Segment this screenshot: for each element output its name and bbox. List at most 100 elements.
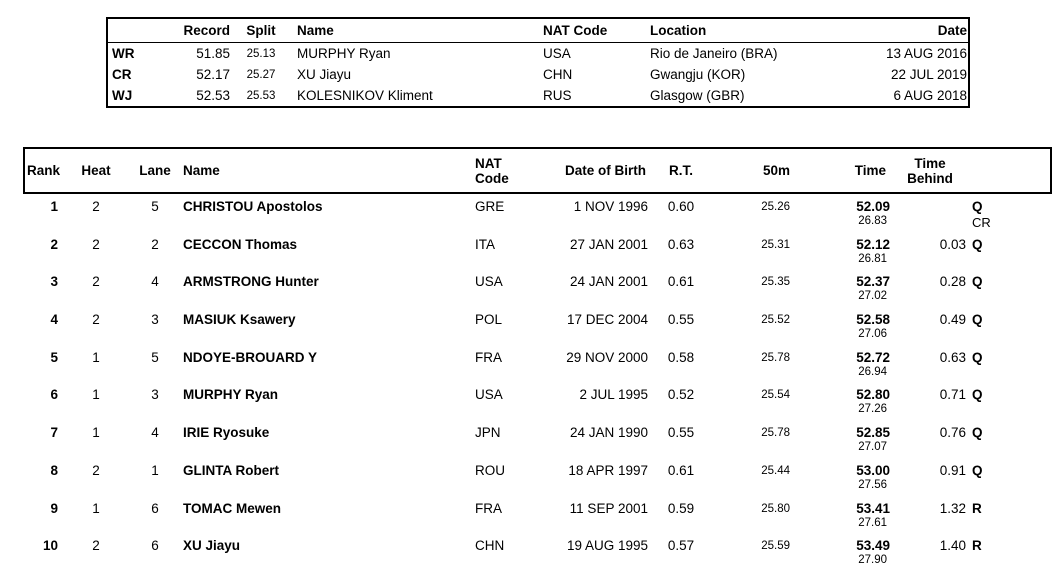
reaction-time-cell: 0.58 bbox=[667, 349, 695, 365]
rank-cell: 9 bbox=[50, 500, 58, 516]
lane-cell: 2 bbox=[151, 236, 159, 252]
final-time-cell: 53.41 27.61 bbox=[792, 496, 892, 534]
result-row: 6 1 3 MURPHY Ryan USA 2 JUL 1995 0.52 25… bbox=[25, 382, 1052, 420]
second-50m-split: 27.26 bbox=[858, 403, 887, 416]
second-50m-split: 26.94 bbox=[858, 365, 887, 378]
records-header-nat-code: NAT Code bbox=[543, 23, 608, 38]
date-of-birth-cell: 24 JAN 1990 bbox=[569, 425, 648, 441]
swimmer-name-cell: XU Jiayu bbox=[183, 538, 241, 554]
record-code-cell: WR bbox=[112, 46, 135, 61]
results-header-qualification bbox=[968, 149, 1050, 192]
rank-cell: 2 bbox=[50, 236, 58, 252]
nat-header-line2: Code bbox=[475, 170, 509, 186]
record-nat-cell: RUS bbox=[543, 88, 572, 103]
records-body: WR 51.85 25.13 MURPHY Ryan USA Rio de Ja… bbox=[108, 43, 968, 106]
result-row: 8 2 1 GLINTA Robert ROU 18 APR 1997 0.61… bbox=[25, 458, 1052, 496]
qualification-letter: Q bbox=[972, 387, 983, 403]
lane-cell: 3 bbox=[151, 387, 159, 403]
swimmer-name-cell: TOMAC Mewen bbox=[183, 500, 282, 516]
lane-cell: 6 bbox=[151, 500, 159, 516]
result-row: 4 2 3 MASIUK Ksawery POL 17 DEC 2004 0.5… bbox=[25, 307, 1052, 345]
time-behind-cell: 1.32 bbox=[939, 500, 966, 516]
swimmer-name-cell: MURPHY Ryan bbox=[183, 387, 279, 403]
results-header-time: Time bbox=[854, 163, 886, 178]
reaction-time-cell: 0.57 bbox=[667, 538, 695, 554]
reaction-time-cell: 0.52 bbox=[667, 387, 695, 403]
second-50m-split: 27.61 bbox=[858, 516, 887, 529]
result-row: 2 2 2 CECCON Thomas ITA 27 JAN 2001 0.63… bbox=[25, 232, 1052, 270]
50m-split-cell: 25.52 bbox=[761, 314, 790, 327]
qualification-letter: Q bbox=[972, 312, 983, 328]
lane-cell: 6 bbox=[151, 538, 159, 554]
final-time-value: 52.12 bbox=[856, 236, 890, 252]
results-header-date-of-birth: Date of Birth bbox=[565, 163, 646, 178]
records-table: Record Split Name NAT Code Location Date… bbox=[106, 17, 970, 108]
reaction-time-cell: 0.63 bbox=[667, 236, 695, 252]
behind-header-line2: Behind bbox=[907, 170, 953, 186]
date-of-birth-cell: 2 JUL 1995 bbox=[579, 387, 648, 403]
heat-cell: 1 bbox=[92, 425, 100, 441]
swimmer-name-cell: CHRISTOU Apostolos bbox=[183, 199, 323, 214]
record-date-cell: 22 JUL 2019 bbox=[890, 67, 967, 82]
qualification-cell: Q CR bbox=[968, 194, 1050, 232]
record-name-cell: MURPHY Ryan bbox=[297, 46, 391, 61]
lane-cell: 5 bbox=[151, 349, 159, 365]
final-time-cell: 52.80 27.26 bbox=[792, 382, 892, 420]
nat-code-cell: GRE bbox=[475, 199, 505, 214]
record-split-cell: 25.27 bbox=[246, 68, 276, 81]
record-note: CR bbox=[972, 215, 991, 230]
lane-cell: 4 bbox=[151, 425, 159, 441]
date-of-birth-cell: 1 NOV 1996 bbox=[573, 199, 648, 214]
second-50m-split: 27.06 bbox=[858, 328, 887, 341]
final-time-cell: 52.72 26.94 bbox=[792, 345, 892, 383]
nat-code-cell: ROU bbox=[475, 462, 505, 478]
record-split-cell: 25.53 bbox=[246, 89, 276, 102]
records-header-blank bbox=[108, 19, 178, 42]
date-of-birth-cell: 17 DEC 2004 bbox=[566, 312, 648, 328]
heat-cell: 2 bbox=[92, 462, 100, 478]
final-time-value: 52.72 bbox=[856, 349, 890, 365]
record-code-cell: CR bbox=[112, 67, 132, 82]
record-name-cell: KOLESNIKOV Kliment bbox=[297, 88, 433, 103]
time-behind-cell: 0.71 bbox=[939, 387, 966, 403]
date-of-birth-cell: 29 NOV 2000 bbox=[566, 349, 648, 365]
record-row: WJ 52.53 25.53 KOLESNIKOV Kliment RUS Gl… bbox=[108, 85, 968, 106]
final-time-value: 53.00 bbox=[856, 462, 890, 478]
nat-header-line1: NAT bbox=[475, 155, 502, 171]
final-time-value: 52.58 bbox=[856, 312, 890, 328]
date-of-birth-cell: 18 APR 1997 bbox=[568, 462, 648, 478]
record-location-cell: Gwangju (KOR) bbox=[650, 67, 746, 82]
reaction-time-cell: 0.61 bbox=[667, 274, 695, 290]
results-header-time-behind: Time Behind bbox=[892, 149, 968, 192]
record-date-cell: 6 AUG 2018 bbox=[893, 88, 967, 103]
final-time-value: 52.80 bbox=[856, 387, 890, 403]
reaction-time-cell: 0.60 bbox=[667, 199, 695, 214]
rank-cell: 7 bbox=[50, 425, 58, 441]
qualification-cell: R bbox=[968, 496, 1050, 534]
rank-cell: 8 bbox=[50, 462, 58, 478]
final-time-value: 53.49 bbox=[856, 538, 890, 554]
lane-cell: 3 bbox=[151, 312, 159, 328]
50m-split-cell: 25.78 bbox=[761, 351, 790, 364]
rank-cell: 1 bbox=[50, 199, 58, 214]
qualification-cell: Q bbox=[968, 232, 1050, 270]
qualification-letter: Q bbox=[972, 236, 983, 252]
50m-split-cell: 25.78 bbox=[761, 427, 790, 440]
qualification-letter: Q bbox=[972, 462, 983, 478]
swimmer-name-cell: IRIE Ryosuke bbox=[183, 425, 270, 441]
50m-split-cell: 25.59 bbox=[761, 540, 790, 553]
50m-split-cell: 25.80 bbox=[761, 502, 790, 515]
qualification-cell: R bbox=[968, 533, 1050, 571]
records-header-date: Date bbox=[937, 23, 967, 38]
time-behind-cell: 0.49 bbox=[939, 312, 966, 328]
record-nat-cell: CHN bbox=[543, 67, 573, 82]
result-row: 3 2 4 ARMSTRONG Hunter USA 24 JAN 2001 0… bbox=[25, 269, 1052, 307]
result-row: 9 1 6 TOMAC Mewen FRA 11 SEP 2001 0.59 2… bbox=[25, 496, 1052, 534]
swimmer-name-cell: GLINTA Robert bbox=[183, 462, 279, 478]
date-of-birth-cell: 24 JAN 2001 bbox=[569, 274, 648, 290]
records-header-location: Location bbox=[650, 23, 707, 38]
result-row: 5 1 5 NDOYE-BROUARD Y FRA 29 NOV 2000 0.… bbox=[25, 345, 1052, 383]
heat-cell: 2 bbox=[92, 236, 100, 252]
results-header-lane: Lane bbox=[139, 163, 171, 178]
